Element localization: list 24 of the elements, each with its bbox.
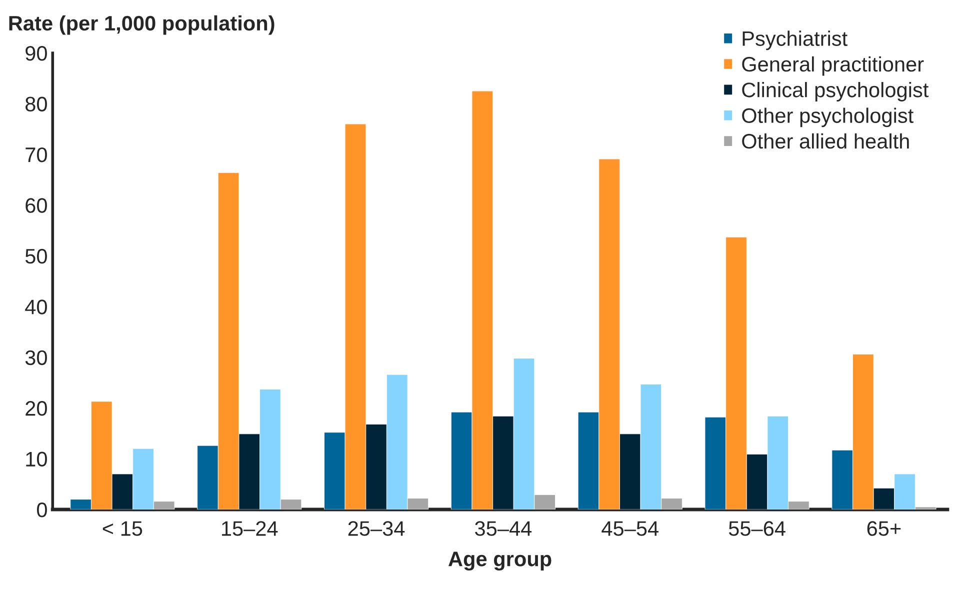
- y-tick-label: 60: [26, 198, 47, 213]
- x-axis-title: Age group: [448, 552, 552, 571]
- x-tick-label: 25–34: [348, 521, 405, 536]
- y-tick-label: 50: [25, 248, 47, 264]
- x-tick-label: 35–44: [475, 521, 532, 536]
- legend-label: Other allied health: [742, 133, 909, 149]
- x-tick-label: 65+: [867, 521, 901, 536]
- legend-label: Clinical psychologist: [742, 82, 929, 102]
- x-tick-label: < 15: [102, 521, 142, 536]
- x-tick-label: 55–64: [728, 521, 786, 536]
- legend-label: General practitioner: [742, 56, 924, 76]
- y-tick-label: 80: [26, 96, 47, 112]
- legend-label: Psychiatrist: [742, 30, 848, 50]
- y-tick-label: 70: [26, 147, 47, 162]
- y-axis-title: Rate (per 1,000 population): [9, 15, 274, 35]
- y-tick-label: 40: [25, 300, 47, 314]
- y-tick-label: 90: [26, 46, 47, 61]
- y-tick-label: 10: [26, 452, 47, 467]
- y-tick-label: 0: [37, 502, 47, 518]
- y-tick-label: 30: [25, 350, 47, 366]
- x-tick-label: 15–24: [222, 521, 278, 536]
- x-tick-label: 45–54: [602, 521, 658, 536]
- y-tick-label: 20: [26, 401, 47, 416]
- legend-label: Other psychologist: [742, 108, 914, 128]
